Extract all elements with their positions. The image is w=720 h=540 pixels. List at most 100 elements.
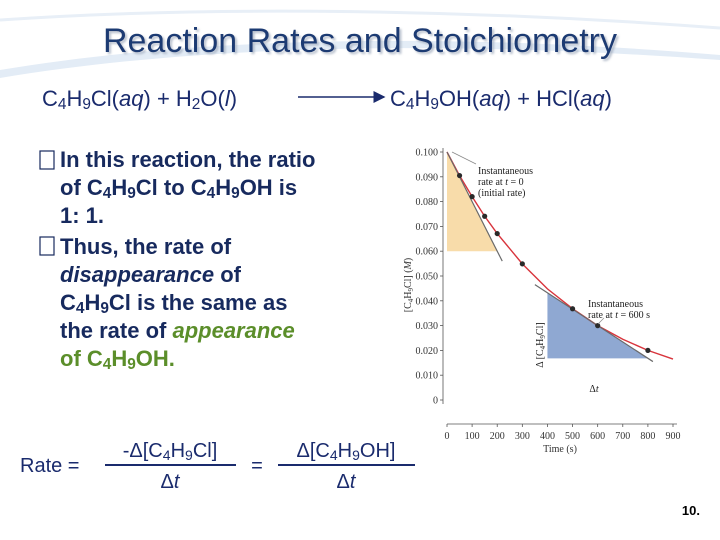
text-run: H — [403, 292, 414, 299]
bullet-text: Thus, the rate of — [60, 234, 232, 259]
text-run: 9 — [100, 300, 109, 317]
bullet-text: 1: 1. — [60, 203, 104, 228]
text-run: t — [505, 177, 508, 188]
y-tick-label: 0.060 — [416, 247, 439, 258]
text-run: the rate of — [60, 318, 172, 343]
x-tick-label: 0 — [445, 431, 450, 442]
text-run: 4 — [330, 447, 338, 463]
bullet-marker — [39, 236, 55, 256]
annotation-text: rate at t = 600 s — [588, 310, 650, 321]
annotation-text: (initial rate) — [478, 188, 525, 199]
text-run: ) + H — [144, 86, 192, 111]
text-run: H — [111, 175, 127, 200]
text-run: 4 — [163, 447, 171, 463]
text-run: 4 — [103, 185, 112, 202]
annotation-text: Instantaneous — [588, 299, 643, 310]
text-run: 4 — [76, 300, 85, 317]
header-swoosh — [0, 40, 720, 78]
text-run: C — [390, 86, 406, 111]
equals-sign: = — [251, 455, 263, 477]
x-tick-label: 400 — [540, 431, 555, 442]
y-tick-label: 0.100 — [416, 148, 439, 159]
bullet-text: C4H9Cl is the same as — [60, 290, 287, 317]
y-axis-label: [C4H9Cl] (M) — [403, 258, 415, 313]
text-run: of C — [60, 346, 103, 371]
fraction-denominator: Δt — [161, 471, 181, 493]
text-run: OH is — [240, 175, 297, 200]
callout-line — [451, 151, 477, 165]
text-run: appearance — [172, 318, 294, 343]
figure-background — [398, 140, 690, 455]
text-run: Δ [C — [535, 349, 546, 368]
text-run: C — [60, 290, 76, 315]
text-run: O( — [200, 86, 225, 111]
x-tick-label: 500 — [565, 431, 580, 442]
text-run: aq — [119, 86, 144, 111]
text-run: 9 — [127, 356, 136, 373]
delta-time-label: Δt — [589, 384, 598, 395]
y-tick-label: 0 — [433, 396, 438, 407]
text-run: H — [171, 440, 185, 462]
text-run: 9 — [185, 447, 193, 463]
text-run: OH] — [360, 440, 396, 462]
text-run: ) — [403, 258, 414, 261]
x-axis-label: Time (s) — [543, 444, 577, 455]
y-tick-label: 0.070 — [416, 222, 439, 233]
y-tick-label: 0.040 — [416, 296, 439, 307]
text-run: 9 — [82, 96, 91, 113]
delta-concentration-label: Δ [C4H9Cl] — [535, 322, 547, 367]
bullet-text: In this reaction, the ratio — [60, 147, 315, 172]
text-run: H — [111, 346, 127, 371]
text-run: t — [596, 384, 599, 395]
text-run: 2 — [192, 96, 201, 113]
text-run: Δ[C — [297, 440, 330, 462]
text-run: 4 — [406, 96, 415, 113]
text-run: = 0 — [508, 177, 524, 188]
text-run: of C — [60, 175, 103, 200]
text-run: 1: 1. — [60, 203, 104, 228]
annotation-text: Instantaneous — [478, 166, 533, 177]
text-run: Cl] ( — [403, 269, 414, 288]
x-tick-label: 300 — [515, 431, 530, 442]
x-tick-label: 100 — [465, 431, 480, 442]
data-point — [482, 213, 488, 219]
text-run: aq — [479, 86, 504, 111]
text-run: Instantaneous — [478, 166, 533, 177]
text-run: t — [350, 471, 357, 493]
header-swoosh-line — [0, 9, 720, 30]
bullet-text: disappearance of — [60, 262, 242, 287]
text-run: H — [535, 339, 546, 346]
text-run: 4 — [207, 185, 216, 202]
text-run: 9 — [430, 96, 439, 113]
data-point — [469, 194, 475, 200]
text-run: Instantaneous — [588, 299, 643, 310]
concentration-curve — [446, 151, 674, 360]
y-tick-label: 0.080 — [416, 197, 439, 208]
text-run: H — [414, 86, 430, 111]
text-run: disappearance — [60, 262, 214, 287]
text-run: In this reaction, the ratio — [60, 147, 315, 172]
data-point — [569, 306, 576, 312]
fraction-denominator: Δt — [337, 471, 357, 493]
text-run: 4 — [58, 96, 67, 113]
text-run: Cl to C — [136, 175, 207, 200]
fraction-numerator: Δ[C4H9OH] — [297, 440, 396, 463]
tangent-line — [446, 151, 503, 262]
text-run: 4 — [103, 356, 112, 373]
x-tick-label: 900 — [666, 431, 681, 442]
text-run: OH. — [136, 346, 175, 371]
y-tick-label: 0.030 — [416, 321, 439, 332]
x-tick-label: 700 — [615, 431, 630, 442]
text-run: 9 — [352, 447, 360, 463]
text-run: Cl] — [535, 322, 546, 335]
y-tick-label: 0.010 — [416, 371, 439, 382]
data-point — [494, 230, 500, 237]
text-run: t — [174, 471, 181, 493]
bullet-text: of C4H9Cl to C4H9OH is — [60, 175, 297, 202]
bullet-text: the rate of appearance — [60, 318, 295, 343]
text-run: 9 — [407, 288, 415, 292]
text-run: ) — [605, 86, 612, 111]
text-run: Δ — [337, 471, 350, 493]
text-run: M — [403, 260, 414, 270]
text-run: 9 — [539, 335, 547, 339]
